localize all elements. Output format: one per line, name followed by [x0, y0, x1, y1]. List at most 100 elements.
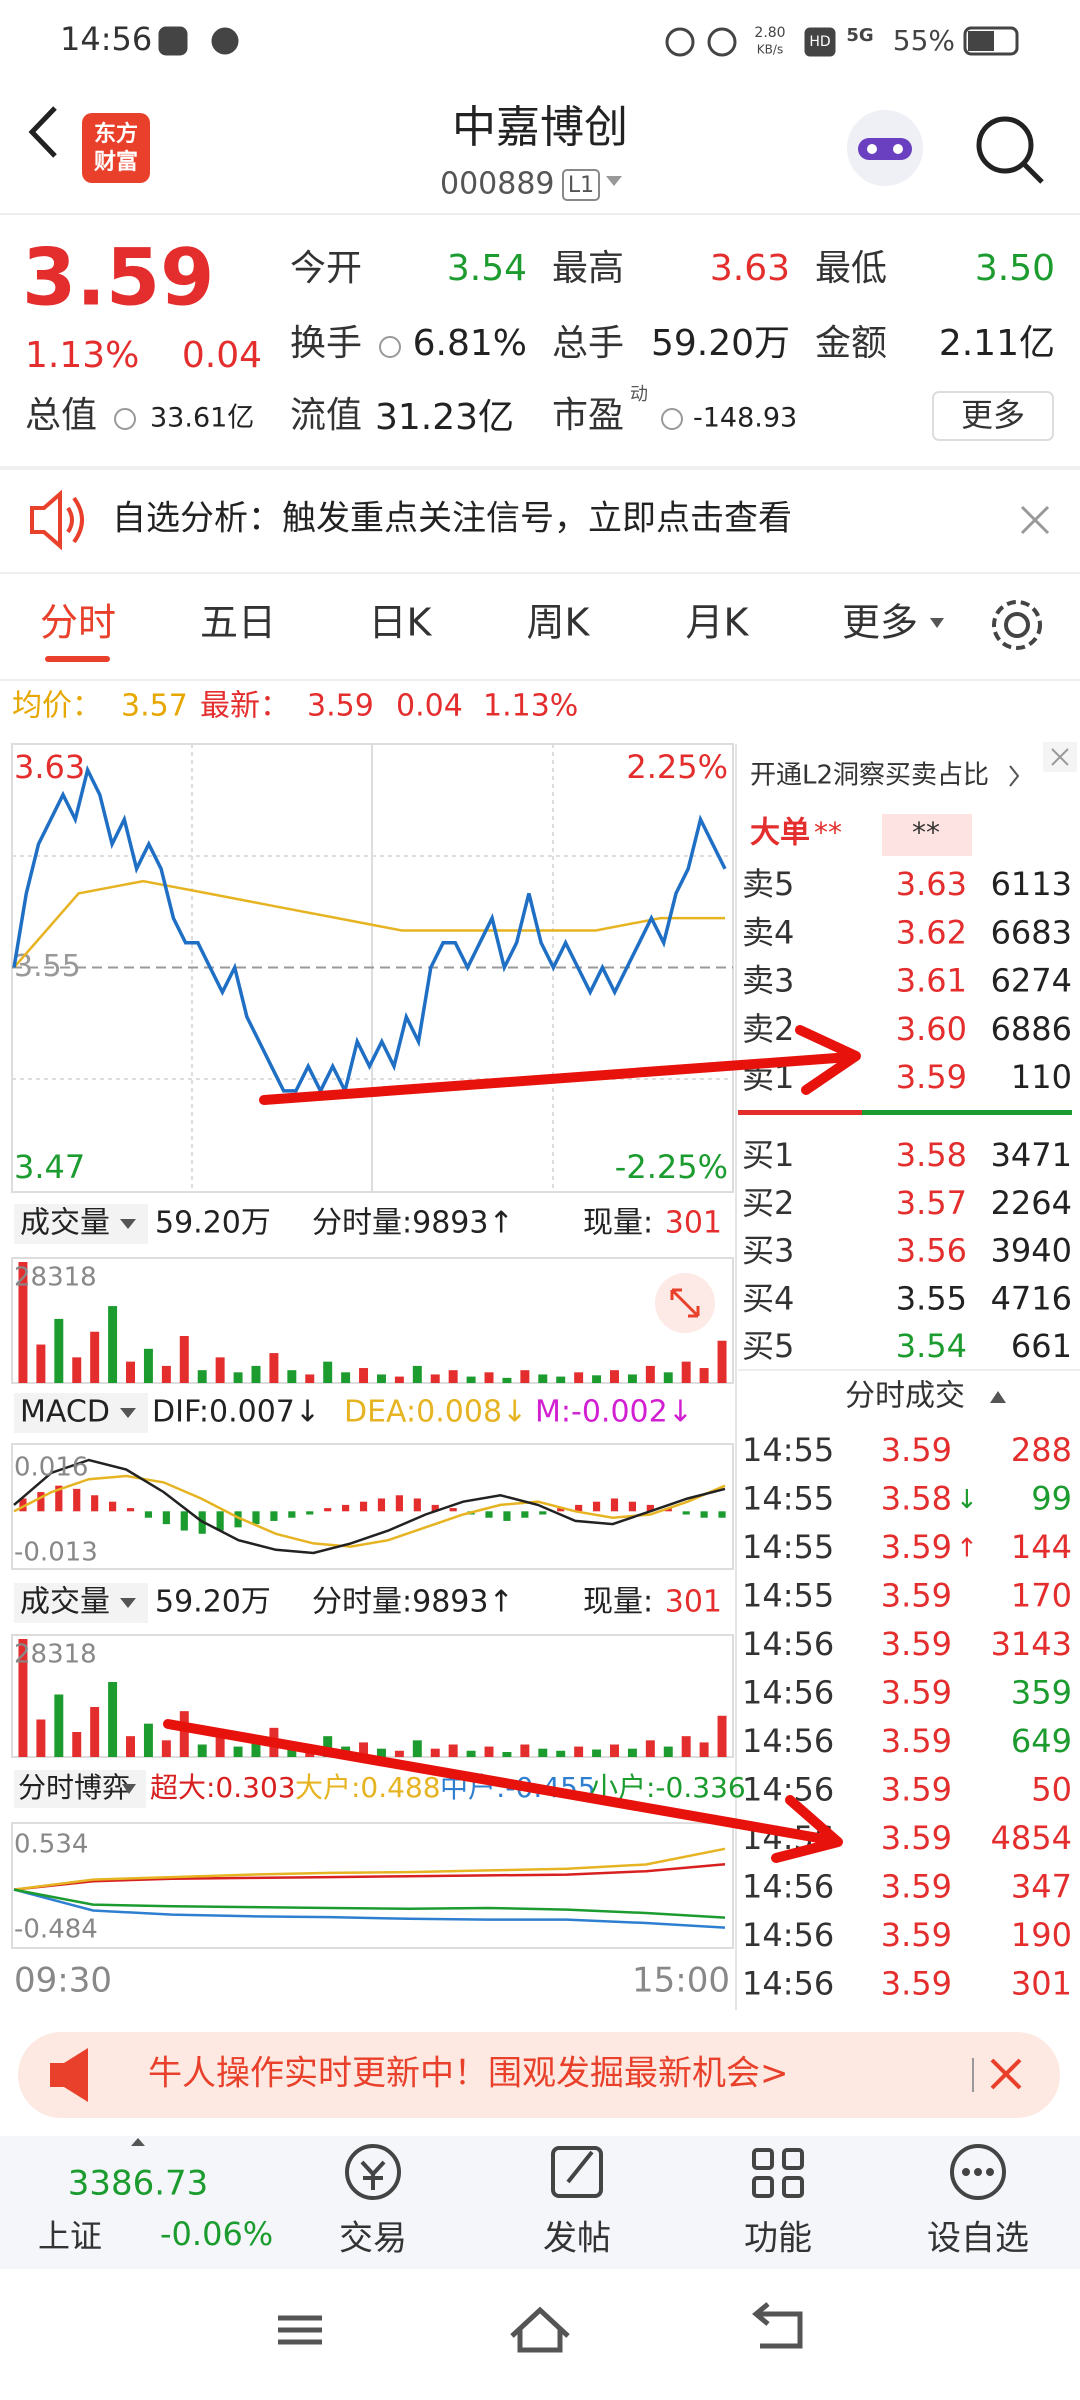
avg-label: 均价：	[12, 689, 102, 724]
trade-time: 14:56	[742, 1674, 834, 1712]
tab[interactable]: 五日	[200, 601, 276, 645]
flow-selector-text[interactable]: 分时博弈	[18, 1771, 130, 1804]
volume-minute: 分时量:9893↑	[312, 1585, 514, 1620]
volume-bar	[466, 1376, 476, 1383]
settings-button[interactable]	[992, 600, 1042, 650]
macd-bar	[19, 1498, 27, 1512]
promo-banner[interactable]	[18, 2032, 1060, 2118]
close-l2[interactable]	[1043, 742, 1077, 772]
more-button[interactable]	[932, 391, 1054, 441]
net-unit: KB/s	[757, 43, 783, 57]
dropdown-arrow[interactable]	[606, 176, 622, 186]
volume-bar	[197, 1370, 207, 1383]
nav-item[interactable]: 功能	[744, 2219, 812, 2259]
book-divider-bid	[862, 1110, 1072, 1115]
volume-bar	[627, 1374, 637, 1383]
field-sup: 动	[630, 384, 648, 405]
back-key[interactable]	[752, 2302, 803, 2349]
volume-bar	[36, 1719, 46, 1757]
volume-bar	[556, 1376, 566, 1383]
macd-bar	[180, 1511, 188, 1531]
tab[interactable]: 分时	[40, 601, 116, 645]
nav-item[interactable]: 交易	[339, 2219, 407, 2259]
nav-item[interactable]: 发帖	[543, 2219, 611, 2259]
tab-more-arrow	[930, 618, 944, 628]
volume-bar	[520, 1744, 530, 1757]
volume-bar	[305, 1374, 315, 1383]
tab[interactable]: 更多	[842, 601, 918, 645]
book-label: 买2	[742, 1184, 794, 1222]
volume-bar	[394, 1376, 404, 1383]
volume-bar	[54, 1694, 64, 1757]
close-alert[interactable]	[1020, 505, 1050, 535]
volume-bar	[538, 1748, 548, 1757]
dif-label: DIF:0.007↓	[152, 1395, 320, 1430]
volume-bar	[72, 1731, 82, 1757]
more-button-text[interactable]: 更多	[961, 396, 1025, 434]
level-text: L1	[568, 173, 594, 198]
volume-selector-text[interactable]: 成交量	[20, 1206, 110, 1241]
close-promo[interactable]	[990, 2058, 1022, 2090]
volume-current-label: 现量:	[583, 1585, 653, 1620]
search-button[interactable]	[976, 116, 1044, 184]
volume-bar	[502, 1751, 512, 1757]
volume-bar	[233, 1746, 243, 1757]
tab[interactable]: 月K	[686, 601, 750, 645]
volume-selector-text[interactable]: 成交量	[20, 1585, 110, 1620]
time-end: 15:00	[632, 1961, 730, 2001]
volume-bar	[717, 1715, 727, 1757]
volume-bar	[610, 1744, 619, 1757]
tab[interactable]: 周K	[527, 601, 591, 645]
macd-bar	[539, 1511, 547, 1515]
back-button[interactable]	[28, 106, 57, 158]
macd-bar	[270, 1511, 278, 1521]
l2-link[interactable]: 开通L2洞察买卖占比	[750, 761, 989, 791]
logo-text: 东方	[94, 121, 138, 147]
volume-bar	[72, 1357, 82, 1383]
macd-bar	[55, 1485, 63, 1512]
volume-bar	[466, 1750, 476, 1757]
last-price: 3.59	[22, 233, 214, 323]
book-label: 买5	[742, 1327, 794, 1365]
tab[interactable]: 日K	[369, 601, 433, 645]
volume-bar	[592, 1749, 602, 1757]
logo[interactable]	[82, 113, 150, 183]
trades-title[interactable]: 分时成交	[845, 1379, 965, 1414]
megaphone-icon	[50, 2048, 88, 2102]
trade-price: 3.59	[881, 1771, 952, 1809]
trade-time: 14:55	[742, 1480, 834, 1518]
trade-price: 3.59	[881, 1916, 952, 1954]
volume-bar	[108, 1306, 118, 1383]
menu-key[interactable]	[278, 2315, 322, 2345]
trade-price: 3.59	[881, 1528, 952, 1566]
sort-arrow[interactable]	[990, 1391, 1006, 1403]
volume-bar	[36, 1344, 46, 1383]
macd-selector-text[interactable]: MACD	[20, 1395, 110, 1430]
trade-arrow: ↓	[956, 1485, 978, 1515]
net-speed: 2.80	[754, 25, 785, 41]
expand-button[interactable]	[655, 1273, 715, 1333]
promo-text[interactable]: 牛人操作实时更新中！围观发掘最新机会>	[148, 2054, 789, 2094]
volume-bar	[663, 1746, 673, 1757]
l2-chevron[interactable]	[1009, 765, 1020, 787]
assistant-avatar[interactable]	[847, 110, 923, 186]
book-label: 卖5	[742, 865, 794, 903]
divider	[0, 572, 1080, 574]
volume-bar	[18, 1639, 28, 1757]
book-volume: 4716	[991, 1279, 1072, 1317]
home-key[interactable]	[510, 2306, 570, 2353]
pct-max-label: 2.25%	[626, 748, 728, 786]
alert-text[interactable]: 自选分析：触发重点关注信号，立即点击查看	[112, 499, 792, 539]
trade-volume: 347	[1011, 1868, 1072, 1906]
flow-selector[interactable]	[14, 1770, 146, 1808]
tab-underline	[45, 656, 110, 662]
dif-line	[13, 1458, 726, 1555]
index-value[interactable]: 3386.73	[68, 2164, 209, 2204]
nav-item[interactable]: 设自选	[927, 2219, 1029, 2259]
volume-bar	[341, 1372, 351, 1383]
volume-bar	[323, 1736, 333, 1757]
trade-price: 3.59	[881, 1431, 952, 1469]
macd-bar	[413, 1498, 421, 1512]
